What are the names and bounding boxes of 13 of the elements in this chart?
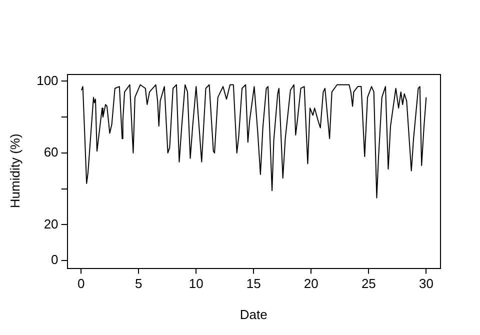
x-tick-label: 5 bbox=[134, 276, 142, 292]
x-tick-label: 10 bbox=[188, 276, 204, 292]
x-tick-label: 20 bbox=[304, 276, 318, 292]
y-tick-label: 60 bbox=[44, 144, 58, 160]
y-tick-label: 100 bbox=[36, 72, 58, 88]
y-tick-label: 20 bbox=[44, 216, 58, 232]
y-axis-title: Humidity (%) bbox=[7, 134, 22, 208]
x-tick-label: 30 bbox=[418, 276, 434, 292]
x-tick-label: 25 bbox=[361, 276, 376, 292]
y-tick-label: 0 bbox=[51, 252, 58, 268]
x-tick-label: 0 bbox=[77, 276, 85, 292]
x-axis-title: Date bbox=[240, 306, 268, 322]
x-tick-label: 15 bbox=[246, 276, 261, 292]
